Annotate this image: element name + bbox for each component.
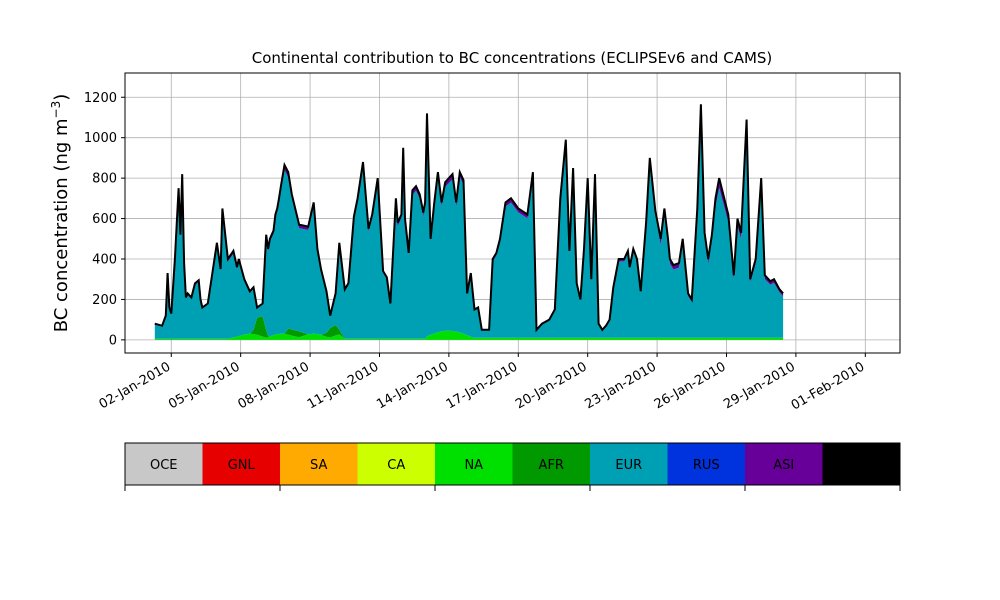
area-eur bbox=[154, 118, 784, 339]
chart-title: Continental contribution to BC concentra… bbox=[252, 49, 773, 67]
legend-swatch bbox=[667, 443, 746, 485]
legend-label: CA bbox=[387, 458, 405, 473]
x-tick-label: 17-Jan-2010 bbox=[444, 359, 521, 412]
legend-item-gnl: GNL bbox=[202, 443, 281, 485]
x-tick-label: 23-Jan-2010 bbox=[582, 359, 659, 412]
legend-item-oce: OCE bbox=[125, 443, 203, 485]
legend-swatch bbox=[125, 443, 203, 485]
y-axis-label-close: ) bbox=[51, 94, 72, 101]
x-tick-label: 26-Jan-2010 bbox=[652, 359, 729, 412]
legend-swatch bbox=[435, 443, 513, 485]
y-tick-label: 600 bbox=[92, 212, 117, 227]
region-legend: OCE GNL SA CA NA AFR EUR RUS ASI AUS bbox=[124, 442, 901, 491]
y-tick-label: 800 bbox=[92, 172, 117, 187]
legend-label: RUS bbox=[693, 458, 720, 473]
legend-label: AUS bbox=[848, 458, 875, 473]
legend-swatch bbox=[357, 443, 436, 485]
x-tick-label: 29-Jan-2010 bbox=[721, 359, 798, 412]
legend-item-rus: RUS bbox=[667, 443, 746, 485]
legend-label: AFR bbox=[539, 458, 564, 473]
total-outline bbox=[154, 104, 784, 333]
legend-label: ASI bbox=[773, 458, 794, 473]
y-axis-label: BC concentration (ng m−3) bbox=[49, 94, 72, 333]
legend-label: GNL bbox=[228, 458, 256, 473]
axes: 0 200 400 600 800 1000 1200 02-Jan-201005-Jan-2… bbox=[84, 72, 901, 413]
area-na bbox=[154, 330, 784, 340]
legend-item-sa: SA bbox=[280, 443, 358, 485]
y-axis-label-exponent: −3 bbox=[49, 101, 63, 119]
legend-item-ca: CA bbox=[357, 443, 436, 485]
y-tick-label: 1200 bbox=[84, 91, 117, 106]
y-tick-label: 400 bbox=[92, 252, 117, 267]
x-tick-label: 08-Jan-2010 bbox=[235, 359, 312, 412]
legend-label: NA bbox=[464, 458, 483, 473]
legend-swatch bbox=[590, 443, 668, 485]
y-tick-label: 200 bbox=[92, 293, 117, 308]
y-tick-label: 1000 bbox=[84, 131, 117, 146]
legend-label: SA bbox=[310, 458, 327, 473]
legend-swatch bbox=[822, 443, 901, 485]
x-tick-label: 02-Jan-2010 bbox=[97, 359, 174, 412]
x-tick-label: 14-Jan-2010 bbox=[374, 359, 451, 412]
legend-label: OCE bbox=[150, 458, 178, 473]
legend-label: EUR bbox=[615, 458, 642, 473]
plot-areas bbox=[154, 104, 784, 340]
legend-item-aus: AUS bbox=[822, 443, 901, 485]
legend-swatch bbox=[512, 443, 591, 485]
x-tick-label: 11-Jan-2010 bbox=[305, 359, 382, 412]
legend-frame bbox=[124, 442, 901, 486]
legend-swatch bbox=[745, 443, 823, 485]
x-tick-label: 20-Jan-2010 bbox=[513, 359, 590, 412]
legend-item-na: NA bbox=[435, 443, 513, 485]
legend-swatch bbox=[280, 443, 358, 485]
legend-swatch bbox=[202, 443, 281, 485]
legend-item-afr: AFR bbox=[512, 443, 591, 485]
legend-item-eur: EUR bbox=[590, 443, 668, 485]
y-axis-label-main: BC concentration (ng m bbox=[51, 118, 72, 332]
legend-item-asi: ASI bbox=[745, 443, 823, 485]
y-tick-label: 0 bbox=[109, 333, 117, 348]
x-tick-label: 05-Jan-2010 bbox=[166, 359, 243, 412]
plot-frame bbox=[124, 72, 901, 354]
x-tick-label: 01-Feb-2010 bbox=[789, 359, 868, 413]
